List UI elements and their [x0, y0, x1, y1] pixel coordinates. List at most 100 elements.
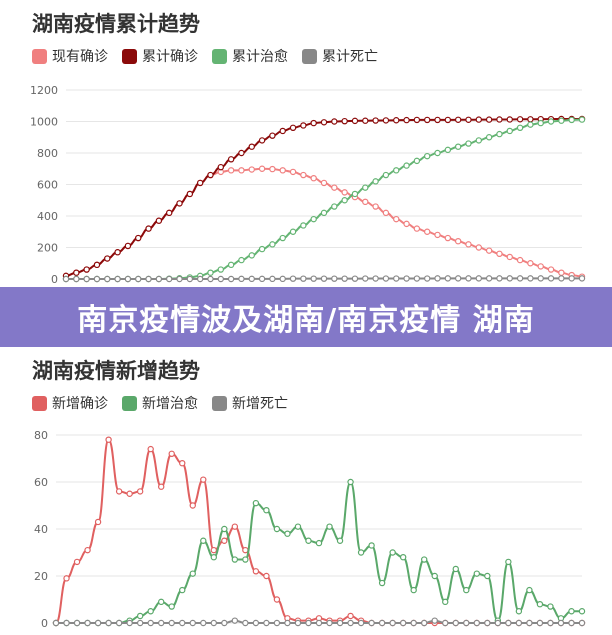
data-point [357, 619, 365, 627]
data-point [196, 275, 204, 283]
data-point [252, 499, 260, 507]
series-line [55, 480, 582, 625]
data-point [536, 619, 544, 627]
data-point [200, 537, 207, 544]
data-point [484, 619, 491, 627]
data-point [496, 130, 503, 138]
data-point [368, 542, 375, 549]
data-point [506, 275, 513, 282]
data-point [463, 586, 470, 594]
data-point [336, 619, 344, 627]
data-point [434, 275, 441, 282]
data-point [372, 203, 379, 210]
data-point [242, 619, 249, 627]
data-point [382, 275, 390, 282]
data-point [393, 167, 400, 174]
data-point [300, 171, 307, 179]
y-tick-label: 0 [41, 617, 48, 630]
data-point [372, 178, 379, 185]
data-point [279, 127, 286, 135]
data-point [289, 228, 297, 235]
data-point [227, 275, 235, 283]
data-point [284, 530, 291, 537]
y-tick-label: 40 [34, 523, 48, 536]
data-point [368, 619, 375, 627]
data-point [168, 619, 175, 627]
legend-swatch [32, 48, 47, 64]
cumulative-chart: 0 200 400 600 800 1000 1200 [30, 84, 586, 286]
data-point [578, 275, 586, 282]
data-point [273, 619, 281, 627]
data-point [473, 570, 480, 577]
data-point [473, 619, 480, 627]
data-point [189, 619, 196, 627]
data-point [326, 523, 333, 530]
data-point [157, 598, 165, 606]
data-point [568, 116, 575, 124]
legend-item-cumulative-confirmed[interactable]: 累计确诊 [122, 46, 198, 66]
data-point [176, 200, 183, 207]
data-point [279, 275, 286, 283]
legend-label: 累计死亡 [322, 49, 378, 65]
data-point [135, 275, 142, 283]
data-point [310, 174, 317, 182]
legend-swatch [302, 48, 317, 64]
legend-item-new-confirmed[interactable]: 新增确诊 [32, 393, 108, 413]
data-point [189, 502, 196, 509]
data-point [231, 523, 239, 530]
data-point [341, 197, 348, 204]
data-point [320, 209, 328, 217]
data-point [341, 189, 348, 196]
data-point [157, 619, 165, 627]
data-point [393, 275, 400, 282]
data-point [273, 525, 281, 533]
data-point [252, 619, 260, 627]
data-point [52, 619, 60, 627]
data-point [496, 275, 503, 282]
data-point [578, 608, 586, 615]
legend-label: 累计确诊 [142, 49, 198, 65]
data-point [93, 261, 101, 269]
data-point [536, 601, 544, 608]
data-point [362, 198, 369, 206]
data-point [115, 488, 123, 495]
data-point [147, 608, 154, 615]
data-point [294, 619, 302, 627]
data-point [126, 619, 133, 627]
data-point [454, 116, 462, 123]
data-point [136, 619, 144, 627]
data-point [526, 619, 533, 627]
data-point [516, 124, 524, 132]
data-point [310, 119, 317, 127]
data-point [568, 608, 575, 615]
data-point [263, 507, 270, 514]
data-point [424, 116, 431, 124]
banner: 南京疫情波及湖南/南京疫情 湖南 [0, 287, 612, 347]
data-point [227, 156, 235, 163]
data-point [210, 554, 217, 561]
data-point [378, 619, 386, 627]
data-point [351, 275, 359, 282]
data-point [186, 275, 194, 283]
data-point [207, 275, 214, 283]
data-point [362, 275, 369, 282]
chart-title: 湖南疫情新增趋势 [32, 359, 200, 383]
data-point [382, 117, 390, 124]
data-point [568, 619, 575, 627]
data-point [315, 619, 323, 627]
data-point [242, 546, 249, 554]
data-point [105, 436, 112, 443]
data-point [242, 556, 249, 563]
legend-item-new-recovered[interactable]: 新增治愈 [122, 393, 198, 413]
legend-item-cumulative-death[interactable]: 累计死亡 [302, 46, 378, 66]
data-point [115, 619, 123, 627]
data-point [362, 184, 369, 191]
data-point [258, 275, 266, 283]
legend-item-cumulative-recovered[interactable]: 累计治愈 [212, 46, 288, 66]
data-point [444, 275, 452, 282]
legend-item-new-death[interactable]: 新增死亡 [212, 393, 288, 413]
data-point [248, 252, 255, 259]
data-point [217, 163, 224, 171]
data-point [568, 275, 575, 282]
legend-item-current-confirmed[interactable]: 现有确诊 [32, 46, 108, 66]
